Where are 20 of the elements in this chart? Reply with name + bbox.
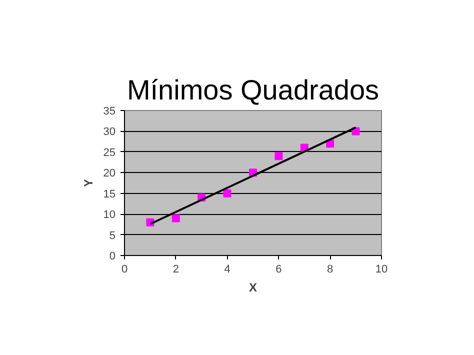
x-axis-title: X [249, 280, 258, 294]
y-tick-label: 10 [103, 209, 116, 222]
chart-title: Mínimos Quadrados [126, 74, 380, 106]
x-tick-label: 8 [327, 264, 334, 276]
y-axis-title: Y [81, 178, 96, 187]
y-tick-label: 20 [103, 168, 116, 180]
point [274, 152, 283, 160]
y-tick-label: 30 [103, 126, 116, 138]
y-tick-label: 25 [103, 146, 116, 159]
point [223, 189, 232, 198]
y-tick-label: 5 [109, 230, 116, 242]
x-tick-label: 10 [375, 264, 388, 276]
x-tick-label: 6 [276, 264, 282, 276]
x-tick-label: 2 [172, 264, 179, 276]
y-tick-label: 35 [103, 106, 116, 118]
point [172, 214, 180, 222]
x-tick-label: 0 [121, 264, 128, 276]
y-tick-label: 15 [103, 188, 116, 200]
x-tick-label: 4 [224, 264, 230, 276]
y-tick-label: 0 [109, 250, 116, 262]
